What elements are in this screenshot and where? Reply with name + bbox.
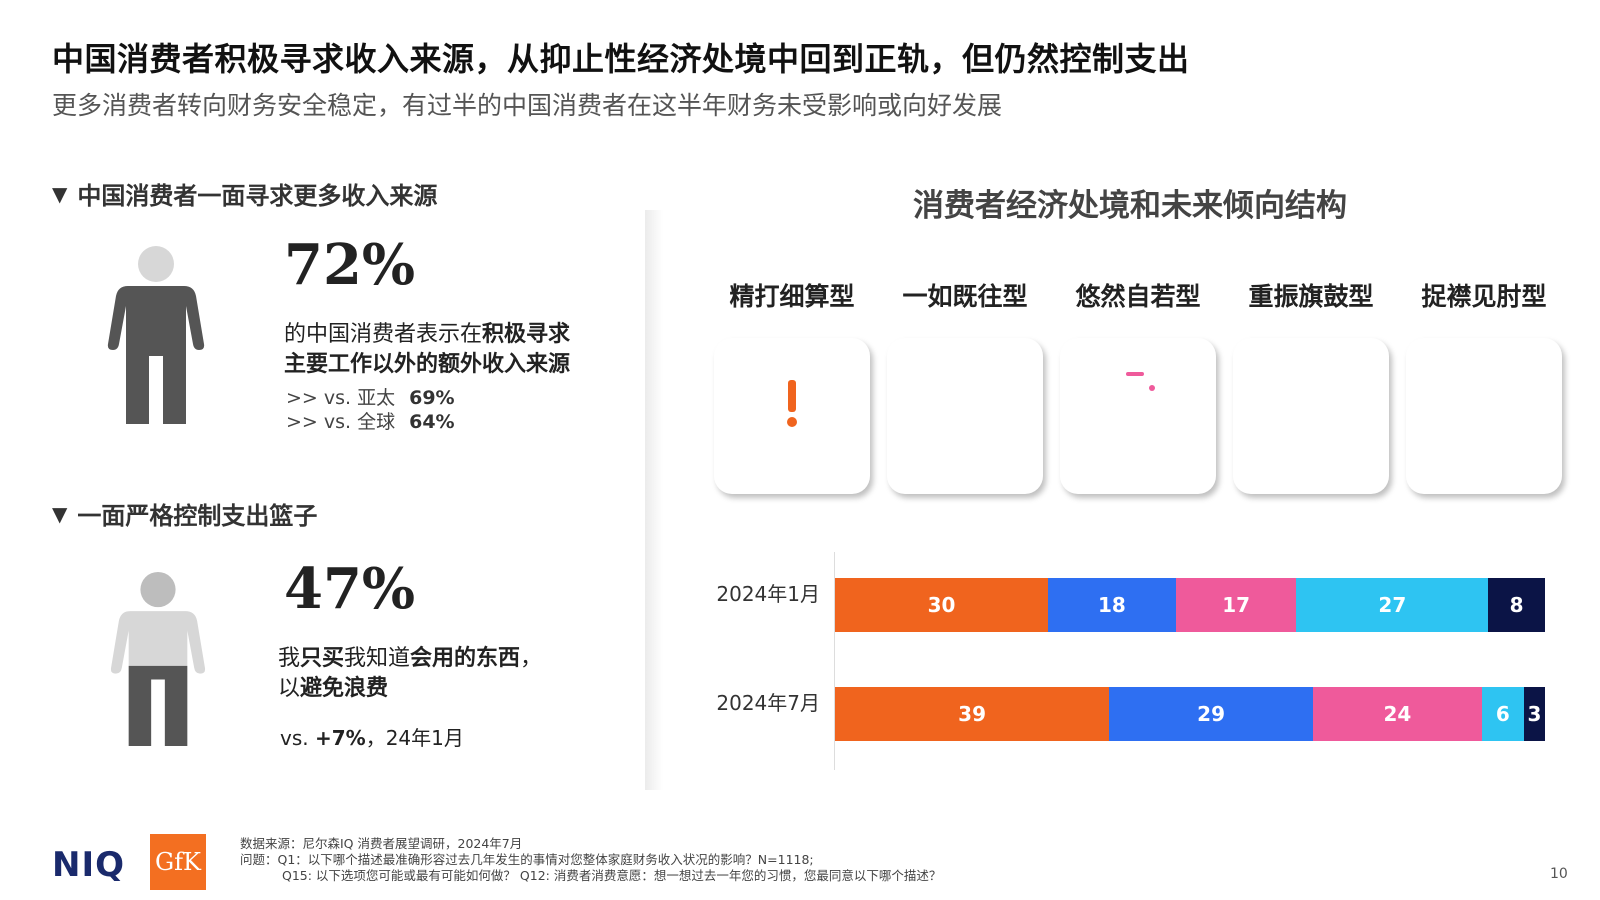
comparison-change: vs. +7%，24年1月: [280, 726, 464, 750]
section-heading-spending: ▼ 一面严格控制支出篮子: [52, 496, 317, 531]
bar-segment-1-2: 24: [1313, 687, 1482, 741]
bar-value-label: 30: [927, 593, 956, 617]
storm-cloud-icon: [1452, 356, 1524, 436]
footer-source: 数据来源：尼尔森IQ 消费者展望调研，2024年7月: [240, 836, 523, 851]
type-label-3: 重振旗鼓型: [1248, 282, 1374, 311]
type-card-0: 财务维持 支出谨慎: [714, 338, 870, 494]
bar-segment-1-4: 3: [1523, 687, 1545, 741]
type-card-4: 财务危机 生活拮据: [1406, 338, 1562, 494]
stacked-bar-jul: 39 29 24 6 3: [835, 687, 1545, 741]
warning-icon: [744, 352, 840, 436]
stacked-bar-jan: 30 18 17 27 8: [835, 578, 1545, 632]
bar-segment-1-0: 39: [835, 687, 1110, 741]
type-label-4: 捉襟见肘型: [1421, 282, 1547, 311]
bar-segment-1-1: 29: [1109, 687, 1314, 741]
page-number: 10: [1550, 866, 1568, 882]
bar-segment-0-3: 27: [1296, 578, 1489, 632]
curved-arrow-up-icon: [1267, 356, 1357, 429]
comparison-apac: >> vs. 亚太 69%: [286, 387, 455, 409]
comparison-list: >> vs. 亚太 69% >> vs. 全球 64%: [286, 386, 455, 434]
person-icon: [110, 571, 206, 746]
type-label-2: 悠然自若型: [1075, 282, 1201, 311]
type-label-1: 一如既往型: [902, 282, 1028, 311]
bar-segment-0-0: 30: [835, 578, 1048, 632]
row-label-jan: 2024年1月: [716, 582, 820, 606]
type-label-0: 精打细算型: [729, 282, 855, 311]
page-title: 中国消费者积极寻求收入来源，从抑止性经济处境中回到正轨，但仍然控制支出: [52, 40, 1190, 78]
bar-segment-1-3: 6: [1481, 687, 1524, 741]
bar-value-label: 24: [1383, 702, 1412, 726]
triangle-down-icon: ▼: [52, 181, 68, 206]
bar-value-label: 27: [1378, 593, 1407, 617]
section-heading-text: 中国消费者一面寻求更多收入来源: [77, 182, 438, 210]
bar-value-label: 3: [1527, 702, 1542, 726]
bar-segment-0-4: 8: [1488, 578, 1545, 632]
section-heading-text: 一面严格控制支出篮子: [77, 502, 318, 530]
bar-value-label: 17: [1222, 593, 1251, 617]
type-card-1: 财务/支出 维持不变: [887, 338, 1043, 494]
footer-question-1: 问题：Q1：以下哪个描述最准确形容过去几年发生的事情对您整体家庭财务收入状况的影…: [240, 852, 814, 867]
equals-icon: [917, 368, 1013, 420]
type-card-3: 曾收入减少/经历 失业，重回正轨: [1233, 338, 1389, 494]
footer-question-2: Q15: 以下选项您可能或最有可能如何做？ Q12: 消费者消费意愿：想一想过去…: [282, 868, 942, 883]
stat-percent-72: 72%: [284, 232, 416, 298]
bar-value-label: 39: [958, 702, 986, 726]
gfk-logo: GfK: [150, 834, 206, 890]
bar-value-label: 18: [1097, 593, 1126, 617]
chart-title: 消费者经济处境和未来倾向结构: [913, 188, 1347, 224]
person-icon: [107, 246, 205, 424]
comparison-global: >> vs. 全球 64%: [286, 411, 455, 433]
type-card-2: 储蓄增加 消费自由: [1060, 338, 1216, 494]
stat-description-2: 我只买我知道会用的东西， 以避免浪费: [278, 646, 543, 701]
stat-description-1: 的中国消费者表示在积极寻求 主要工作以外的额外收入来源: [284, 322, 571, 377]
section-heading-income: ▼ 中国消费者一面寻求更多收入来源: [52, 176, 437, 211]
row-label-jul: 2024年7月: [716, 691, 820, 715]
bar-value-label: 6: [1495, 702, 1510, 726]
bar-value-label: 8: [1509, 593, 1524, 617]
stat-percent-47: 47%: [284, 556, 416, 622]
bar-segment-0-1: 18: [1048, 578, 1176, 632]
column-divider: [645, 210, 663, 790]
chart-axis-line: [834, 552, 835, 770]
triangle-down-icon: ▼: [52, 501, 68, 526]
page-subtitle: 更多消费者转向财务安全稳定，有过半的中国消费者在这半年财务未受影响或向好发展: [52, 91, 1003, 120]
niq-logo: NIQ: [52, 845, 126, 885]
piggy-bank-icon: [1100, 360, 1186, 432]
bar-value-label: 29: [1197, 702, 1225, 726]
bar-segment-0-2: 17: [1175, 578, 1297, 632]
